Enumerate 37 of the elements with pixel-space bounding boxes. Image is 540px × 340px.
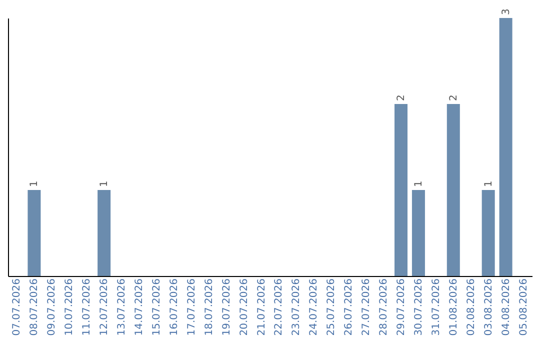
x-tick-label: 28.07.2026: [378, 278, 390, 336]
x-tick-label: 25.07.2026: [326, 278, 338, 336]
x-tick-label: 02.08.2026: [466, 278, 477, 336]
x-tick-label: 15.07.2026: [151, 278, 162, 336]
x-tick-label: 12.07.2026: [99, 278, 110, 336]
x-tick-label: 18.07.2026: [204, 278, 215, 336]
x-tick-label: 24.07.2026: [308, 278, 320, 336]
x-tick-label: 29.07.2026: [396, 278, 407, 336]
x-tick-label: 01.08.2026: [448, 278, 460, 336]
x-tick-label: 16.07.2026: [168, 278, 180, 336]
x-tick-label: 09.07.2026: [46, 278, 58, 336]
x-tick-label: 05.08.2026: [518, 278, 530, 336]
data-label: 1: [413, 180, 424, 187]
x-tick-label: 04.08.2026: [500, 278, 512, 336]
data-label: 1: [29, 180, 40, 187]
x-tick-label: 08.07.2026: [29, 278, 40, 336]
data-label: 1: [99, 180, 110, 187]
x-tick-label: 22.07.2026: [274, 278, 285, 336]
x-tick-label: 03.08.2026: [483, 278, 494, 336]
x-tick-label: 17.07.2026: [186, 278, 198, 336]
x-tick-label: 10.07.2026: [64, 278, 76, 336]
data-label: 1: [483, 180, 494, 187]
x-tick-label: 23.07.2026: [291, 278, 302, 336]
x-tick-label: 26.07.2026: [344, 278, 355, 336]
x-tick-label: 14.07.2026: [134, 278, 145, 336]
x-tick-label: 11.07.2026: [82, 278, 93, 336]
data-label: 2: [448, 94, 460, 101]
x-tick-label: 19.07.2026: [221, 278, 232, 336]
x-tick-label: 07.07.2026: [12, 278, 23, 336]
x-tick-label: 20.07.2026: [238, 278, 250, 336]
data-label: 3: [500, 8, 512, 15]
data-label: 2: [396, 94, 407, 101]
x-tick-label: 13.07.2026: [116, 278, 128, 336]
x-tick-label: 21.07.2026: [256, 278, 268, 336]
x-tick-label: 27.07.2026: [361, 278, 372, 336]
x-tick-label: 30.07.2026: [413, 278, 424, 336]
x-tick-label: 31.07.2026: [430, 278, 442, 336]
